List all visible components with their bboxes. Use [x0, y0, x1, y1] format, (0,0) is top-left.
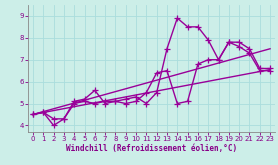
- X-axis label: Windchill (Refroidissement éolien,°C): Windchill (Refroidissement éolien,°C): [66, 144, 237, 153]
